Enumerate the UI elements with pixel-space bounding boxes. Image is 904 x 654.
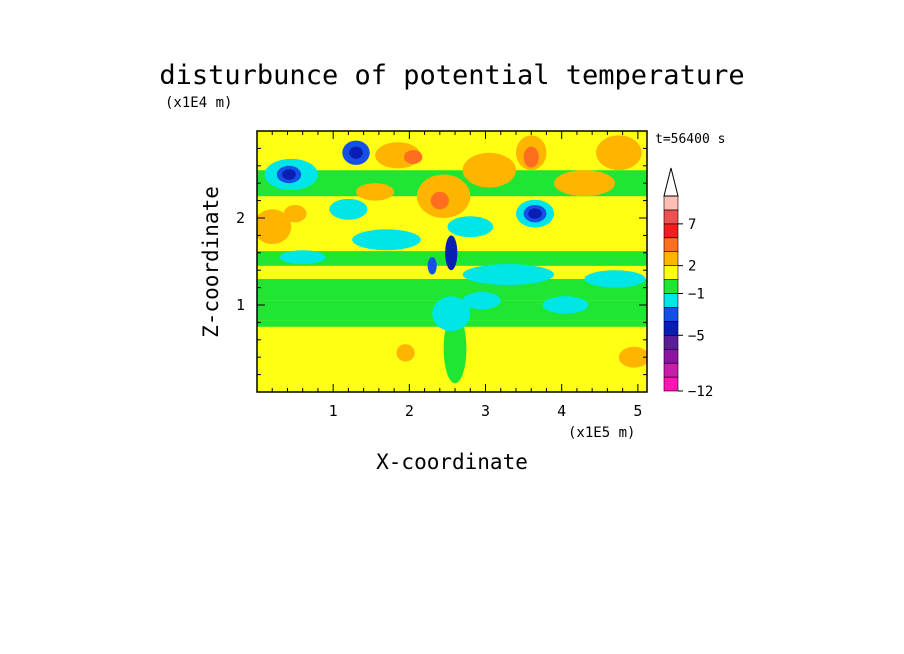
- field-blob: [447, 216, 494, 238]
- colorbar-extend-arrow: [663, 167, 679, 197]
- field-blob: [427, 257, 437, 275]
- colorbar-swatch: [663, 195, 679, 211]
- colorbar-swatch: [663, 293, 679, 308]
- colorbar-swatch: [663, 334, 679, 350]
- colorbar-swatch: [663, 237, 679, 253]
- x-tick-label: 3: [481, 402, 490, 420]
- y-axis: 12: [236, 147, 647, 376]
- field-blob: [329, 198, 368, 220]
- field-blob: [528, 208, 542, 219]
- colorbar-swatch: [663, 223, 679, 239]
- field-blob: [523, 146, 539, 168]
- field-blob: [283, 204, 307, 223]
- field-layer: [257, 278, 647, 301]
- field-blob: [584, 270, 646, 288]
- plot-area: [257, 131, 647, 392]
- x-tick-label: 1: [329, 402, 338, 420]
- field-blob: [595, 135, 642, 171]
- colorbar-swatch: [663, 209, 679, 225]
- field-blob: [352, 229, 421, 251]
- colorbar-swatch: [663, 251, 679, 266]
- field-blob: [257, 209, 292, 245]
- field-blob: [445, 235, 458, 271]
- field-blob: [443, 313, 467, 384]
- colorbar-swatch: [663, 376, 679, 392]
- field-features: [257, 135, 647, 384]
- colorbar-swatch: [663, 265, 679, 280]
- colorbar-tick-label: 7: [688, 217, 696, 233]
- colorbar-tick-label: 2: [688, 259, 696, 275]
- plot-frame: [256, 130, 648, 393]
- field-blob: [432, 296, 471, 332]
- x-tick-label: 4: [557, 402, 566, 420]
- colorbar-swatch: [663, 279, 679, 294]
- field-blob: [462, 152, 516, 188]
- field-blob: [462, 264, 555, 285]
- field-layer: [257, 385, 647, 392]
- y-tick-label: 1: [236, 296, 245, 314]
- field-blob: [356, 183, 395, 201]
- colorbar-swatch: [663, 307, 679, 322]
- colorbar: 7 2 −1 −5 −12: [663, 167, 713, 400]
- colorbar-tick-label: −12: [688, 384, 713, 400]
- field-blob: [396, 344, 415, 362]
- field-blob: [430, 191, 449, 210]
- field-blob: [404, 150, 423, 165]
- x-axis-label: X-coordinate: [376, 450, 528, 474]
- field-blob: [349, 146, 363, 159]
- field-blob: [542, 296, 589, 314]
- colorbar-swatch: [663, 321, 679, 336]
- colorbar-swatch: [663, 348, 679, 364]
- field-blob: [554, 170, 616, 197]
- x-unit-label: (x1E5 m): [568, 425, 635, 441]
- x-axis: 1 2 3 4 5: [271, 131, 642, 420]
- field-blob: [618, 346, 647, 368]
- y-tick-label: 2: [236, 209, 245, 227]
- x-tick-label: 2: [405, 402, 414, 420]
- time-label: t=56400 s: [655, 132, 725, 147]
- x-tick-label: 5: [633, 402, 642, 420]
- colorbar-tick-label: −1: [688, 287, 705, 303]
- y-unit-label: (x1E4 m): [165, 95, 232, 111]
- field-blob: [279, 250, 326, 265]
- chart-title: disturbunce of potential temperature: [159, 60, 744, 91]
- colorbar-tick-label: −5: [688, 328, 705, 344]
- field-layer: [257, 131, 647, 171]
- colorbar-swatch: [663, 362, 679, 378]
- y-axis-label: Z-coordinate: [199, 186, 223, 338]
- field-blob: [462, 291, 501, 310]
- field-blob: [282, 169, 296, 180]
